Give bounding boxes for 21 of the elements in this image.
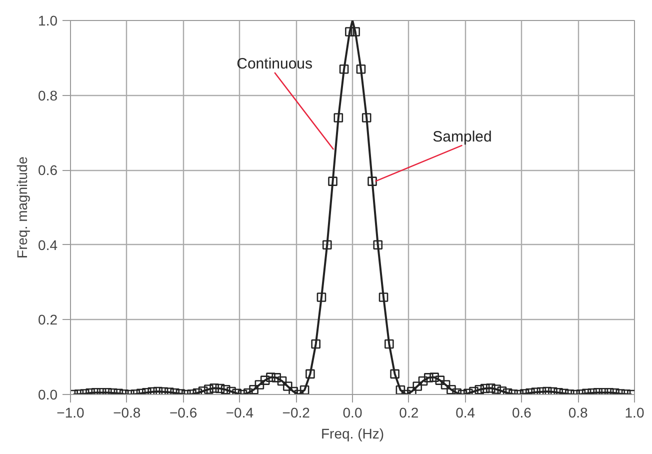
x-tick-label: −0.6 — [169, 404, 198, 420]
x-tick-label: 0.6 — [512, 404, 532, 420]
annotation: Continuous — [236, 56, 313, 73]
x-tick-label: −0.8 — [113, 404, 141, 420]
x-tick-label: −0.4 — [226, 404, 254, 420]
x-tick-label: 0.0 — [342, 404, 362, 420]
y-tick-label: 0.4 — [38, 236, 58, 253]
x-tick-label: 1.0 — [624, 404, 644, 420]
x-axis-title: Freq. (Hz) — [321, 426, 384, 442]
x-tick-label: 0.4 — [456, 404, 476, 420]
y-axis-title: Freq. magnitude — [14, 156, 30, 258]
y-tick-label: 0.8 — [38, 87, 58, 104]
x-tick-label: 0.8 — [568, 404, 588, 420]
y-tick-label: 0.6 — [38, 162, 58, 178]
x-tick-label: −1.0 — [56, 404, 85, 420]
y-tick-label: 0.0 — [38, 386, 58, 402]
x-tick-label: −0.2 — [282, 404, 310, 420]
y-tick-label: 1.0 — [38, 12, 58, 28]
annotation: Sampled — [432, 128, 492, 146]
x-tick-label: 0.2 — [399, 404, 419, 420]
y-tick-label: 0.2 — [38, 312, 58, 328]
